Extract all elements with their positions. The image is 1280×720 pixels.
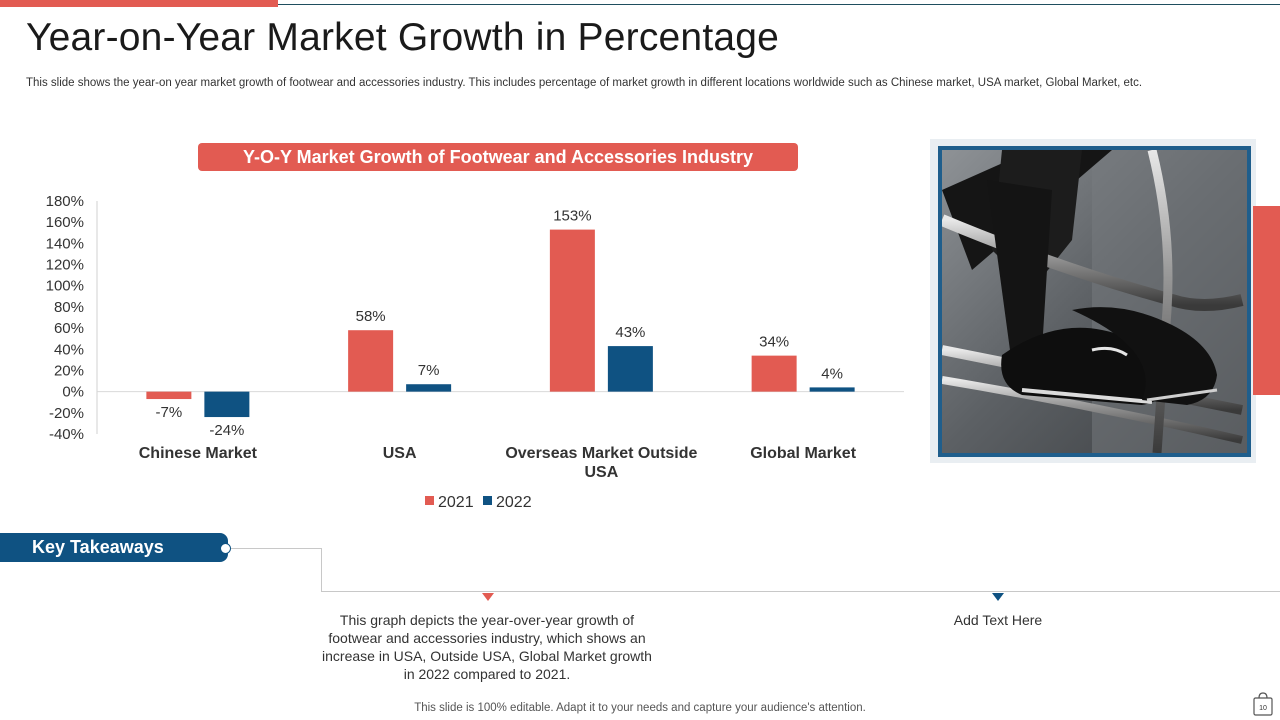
connector-dot [220,543,231,554]
y-tick-label: 0% [62,384,84,401]
y-tick-label: 80% [54,299,84,316]
connector-line [321,591,1280,592]
top-accent-bar [0,0,278,7]
key-takeaways-badge: Key Takeaways [0,533,228,562]
y-tick-label: 180% [46,193,84,210]
y-tick-label: 60% [54,320,84,337]
sneaker-photo [938,146,1251,457]
bar-2022-0 [204,391,250,418]
x-category-label: Chinese Market [139,445,258,462]
data-label: 34% [759,334,789,351]
y-tick-label: 120% [46,257,84,274]
marker-triangle-red [482,593,494,601]
legend-swatch-2021 [425,496,434,505]
bar-2022-2 [607,346,653,392]
data-label: 7% [418,362,440,379]
legend-label: 2022 [496,494,532,511]
connector-line [321,548,322,591]
connector-line [226,548,322,549]
bar-2022-3 [809,387,855,392]
footer-note: This slide is 100% editable. Adapt it to… [414,702,866,714]
y-tick-label: -40% [49,426,84,443]
data-label: 4% [821,365,843,382]
y-tick-label: 160% [46,214,84,231]
right-accent-tab [1253,206,1280,395]
x-category-label: USA [584,464,618,481]
bar-chart: 180% 160% 140% 120% 100% 80% 60% 40% 20% 0% -20% -4… [46,193,904,511]
data-label: -7% [156,404,183,421]
x-category-label: Global Market [750,445,856,462]
y-tick-label: 100% [46,278,84,295]
top-rule [278,4,1280,5]
data-label: 43% [615,324,645,341]
data-label: -24% [209,422,244,439]
page-number-icon: 10 [1253,692,1273,716]
x-category-label: Overseas Market Outside [505,445,697,462]
page-subtitle: This slide shows the year-on year market… [26,77,1143,89]
bar-2021-0 [146,391,192,400]
marker-triangle-blue [992,593,1004,601]
bar-2021-1 [348,330,394,392]
bar-2022-1 [406,384,452,392]
takeaway-placeholder-text: Add Text Here [953,612,1043,628]
data-label: 153% [553,208,591,225]
y-tick-label: 40% [54,341,84,358]
y-tick-label: 20% [54,362,84,379]
y-tick-label: 140% [46,235,84,252]
bar-2021-3 [751,355,797,392]
chart-title-banner: Y-O-Y Market Growth of Footwear and Acce… [198,143,798,171]
legend-label: 2021 [438,494,474,511]
x-category-label: USA [383,445,417,462]
page-number: 10 [1259,705,1267,712]
data-label: 58% [356,308,386,325]
y-tick-label: -20% [49,405,84,422]
page-title: Year-on-Year Market Growth in Percentage [26,16,780,59]
takeaway-text: This graph depicts the year-over-year gr… [322,612,652,682]
bar-2021-2 [549,229,595,392]
legend-swatch-2022 [483,496,492,505]
